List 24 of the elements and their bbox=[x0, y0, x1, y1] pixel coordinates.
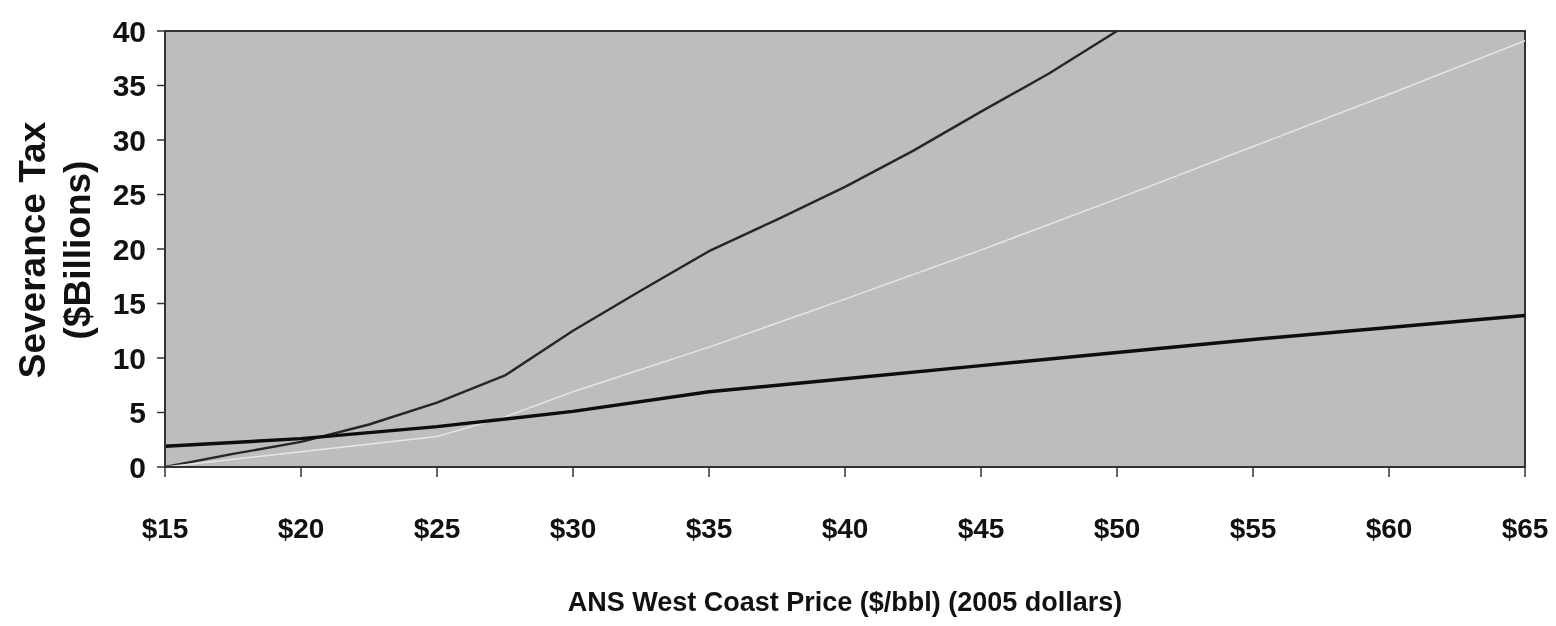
x-tick-label: $15 bbox=[141, 512, 189, 544]
y-tick-label: 10 bbox=[112, 341, 146, 375]
x-tick-label: $25 bbox=[413, 512, 461, 544]
x-tick-label: $35 bbox=[685, 512, 733, 544]
x-tick-label: $50 bbox=[1093, 512, 1141, 544]
x-tick-label: $65 bbox=[1501, 512, 1549, 544]
x-tick-label: $40 bbox=[821, 512, 869, 544]
y-tick-label: 30 bbox=[112, 123, 146, 157]
y-tick-label: 15 bbox=[112, 287, 146, 320]
y-tick-label: 0 bbox=[129, 450, 146, 484]
x-tick-label: $45 bbox=[957, 512, 1005, 544]
line-series bbox=[165, 313, 1525, 448]
y-tick-label: 40 bbox=[112, 14, 146, 48]
y-tick-label: 35 bbox=[112, 69, 146, 102]
line-series bbox=[165, 31, 1119, 467]
y-tick-label: 25 bbox=[112, 178, 146, 211]
x-tick-label: $60 bbox=[1365, 512, 1413, 544]
x-tick-label: $20 bbox=[277, 512, 325, 544]
x-tick-label: $30 bbox=[549, 512, 597, 544]
x-axis-title: ANS West Coast Price ($/bbl) (2005 dollars) bbox=[567, 587, 1123, 618]
x-tick-label: $55 bbox=[1229, 512, 1277, 544]
y-axis-title: Severance Tax ($Billions) bbox=[11, 121, 98, 379]
y-tick-label: 5 bbox=[129, 396, 146, 429]
y-tick-label: 20 bbox=[112, 232, 146, 266]
